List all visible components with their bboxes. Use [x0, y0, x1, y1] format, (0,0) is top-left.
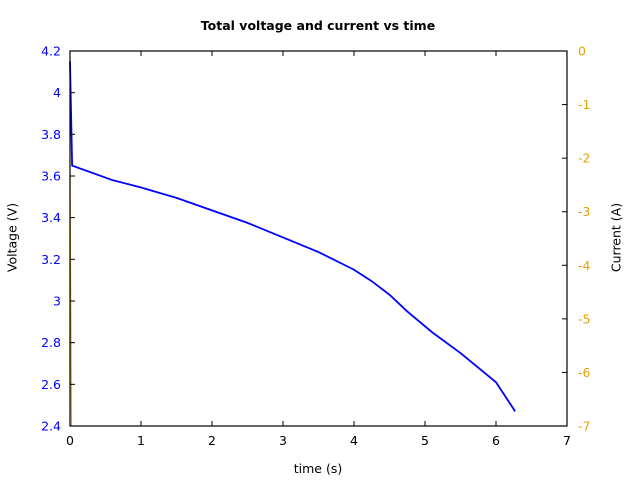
y-tick-label: 3.4: [41, 210, 61, 225]
y-tick-label: 3.2: [41, 252, 61, 267]
y2-tick-label: -1: [578, 97, 590, 112]
x-tick-label: 5: [421, 433, 429, 448]
y2-tick-label: -3: [578, 204, 590, 219]
x-tick-label: 1: [137, 433, 145, 448]
x-axis-label: time (s): [293, 461, 343, 476]
chart-title: Total voltage and current vs time: [200, 18, 436, 33]
y-tick-label: 2.8: [41, 335, 61, 350]
x-tick-label: 6: [492, 433, 500, 448]
y-tick-label: 3.6: [41, 169, 61, 184]
y2-tick-label: 0: [578, 44, 586, 59]
x-tick-label: 0: [66, 433, 74, 448]
y-tick-label: 4.2: [41, 44, 61, 59]
y2-tick-label: -4: [578, 258, 591, 273]
y2-tick-label: -7: [578, 419, 590, 434]
y2-tick-label: -2: [578, 151, 590, 166]
x-tick-label: 4: [350, 433, 358, 448]
voltage-line: [69, 61, 516, 412]
plot-frame: [69, 50, 568, 427]
y-tick-label: 2.4: [41, 419, 61, 434]
y2-tick-label: -6: [578, 365, 591, 380]
x-tick-label: 3: [279, 433, 287, 448]
y2-tick-label: -5: [578, 311, 590, 326]
x-tick-label: 7: [563, 433, 571, 448]
y-tick-label: 2.6: [41, 377, 61, 392]
y-tick-label: 3.8: [41, 127, 61, 142]
y-tick-label: 3: [53, 294, 61, 309]
y-tick-label: 4: [53, 85, 61, 100]
x-tick-label: 2: [208, 433, 216, 448]
